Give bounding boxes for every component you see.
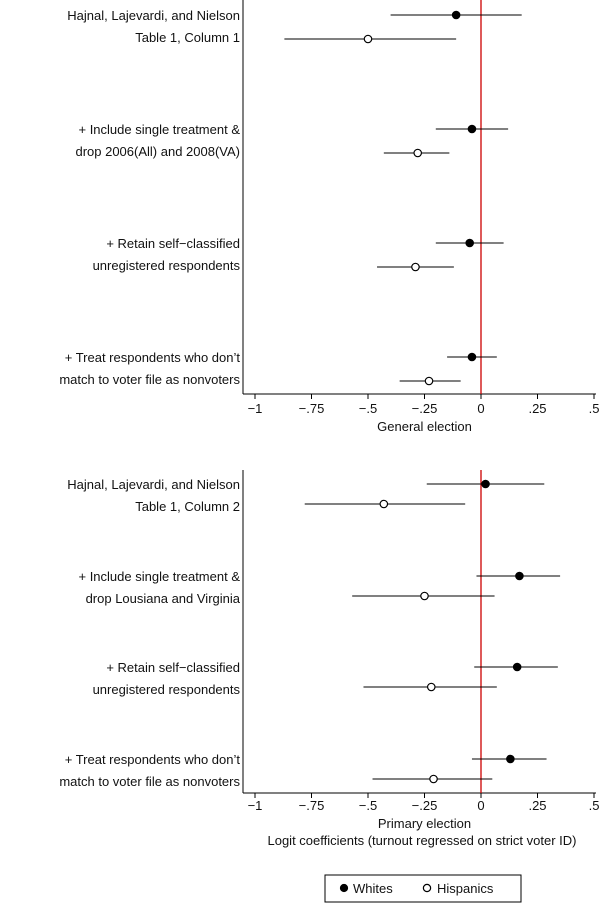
x-tick-label: −.5 (359, 401, 377, 416)
x-tick-label: −.25 (412, 401, 438, 416)
legend: Whites Hispanics (324, 874, 522, 903)
group-label: Table 1, Column 2 (135, 499, 240, 514)
point-estimate-hispanics (363, 34, 373, 44)
group-label: Hajnal, Lajevardi, and Nielson (67, 477, 240, 492)
group-label: + Treat respondents who don’t (65, 752, 241, 767)
group-label: + Treat respondents who don’t (65, 350, 241, 365)
group-label: unregistered respondents (93, 682, 241, 697)
x-tick-label: .25 (528, 798, 546, 813)
x-axis-title: Primary election (378, 816, 471, 831)
point-estimate-hispanics (424, 376, 434, 386)
x-tick-label: .5 (589, 798, 600, 813)
point-estimate-hispanics (411, 262, 420, 272)
x-tick-label: 0 (477, 798, 484, 813)
x-tick-label: −1 (248, 401, 263, 416)
point-estimate-hispanics (379, 499, 389, 509)
legend-marker-whites (339, 883, 349, 893)
legend-label-hispanics: Hispanics (437, 881, 494, 896)
group-label: unregistered respondents (93, 258, 241, 273)
group-label: + Retain self−classified (106, 660, 240, 675)
x-tick-label: −1 (248, 798, 263, 813)
point-estimate-hispanics (429, 774, 438, 784)
point-estimate-whites (512, 662, 522, 672)
group-label: + Retain self−classified (106, 236, 240, 251)
x-tick-label: .25 (528, 401, 546, 416)
x-tick-label: −.5 (359, 798, 377, 813)
group-label: Hajnal, Lajevardi, and Nielson (67, 8, 240, 23)
x-axis-title: General election (377, 419, 472, 434)
point-estimate-hispanics (420, 591, 429, 601)
group-label: match to voter file as nonvoters (59, 372, 240, 387)
group-label: match to voter file as nonvoters (59, 774, 240, 789)
group-label: + Include single treatment & (78, 122, 240, 137)
group-label: Table 1, Column 1 (135, 30, 240, 45)
point-estimate-whites (481, 479, 490, 489)
x-tick-label: −.25 (412, 798, 438, 813)
group-label: drop Lousiana and Virginia (86, 591, 241, 606)
shared-axis-title: Logit coefficients (turnout regressed on… (267, 833, 576, 848)
point-estimate-whites (451, 10, 461, 20)
point-estimate-whites (506, 754, 515, 764)
group-label: drop 2006(All) and 2008(VA) (75, 144, 240, 159)
legend-label-whites: Whites (353, 881, 393, 896)
point-estimate-hispanics (426, 682, 436, 692)
legend-marker-hispanics (422, 883, 432, 893)
point-estimate-whites (515, 571, 524, 581)
x-tick-label: 0 (477, 401, 484, 416)
x-tick-label: −.75 (299, 798, 325, 813)
point-estimate-hispanics (413, 148, 423, 158)
point-estimate-whites (467, 124, 477, 134)
group-label: + Include single treatment & (78, 569, 240, 584)
x-tick-label: −.75 (299, 401, 325, 416)
x-tick-label: .5 (589, 401, 600, 416)
point-estimate-whites (467, 352, 477, 362)
point-estimate-whites (465, 238, 475, 248)
